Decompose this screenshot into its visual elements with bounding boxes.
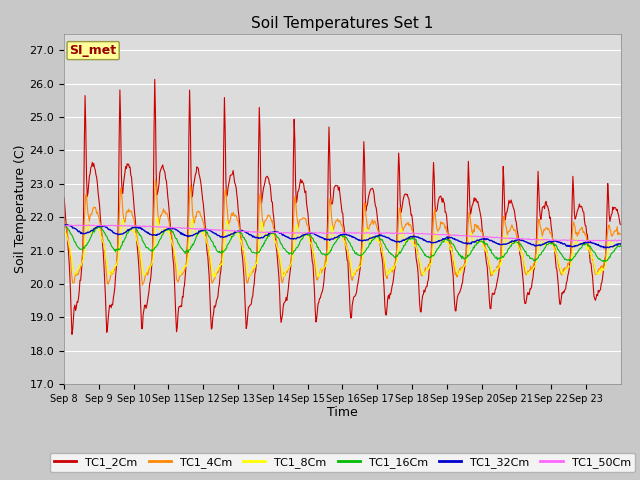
Legend: TC1_2Cm, TC1_4Cm, TC1_8Cm, TC1_16Cm, TC1_32Cm, TC1_50Cm: TC1_2Cm, TC1_4Cm, TC1_8Cm, TC1_16Cm, TC1… xyxy=(50,453,635,472)
Text: SI_met: SI_met xyxy=(70,44,116,57)
Title: Soil Temperatures Set 1: Soil Temperatures Set 1 xyxy=(252,16,433,31)
X-axis label: Time: Time xyxy=(327,407,358,420)
Y-axis label: Soil Temperature (C): Soil Temperature (C) xyxy=(13,144,27,273)
